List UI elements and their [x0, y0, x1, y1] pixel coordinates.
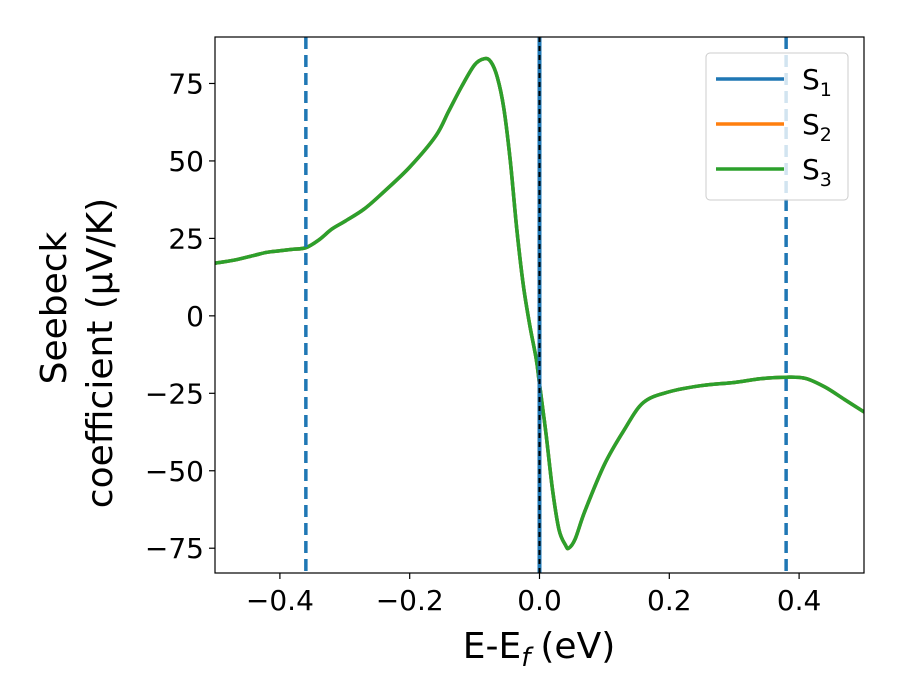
legend-label-1: S1: [802, 63, 832, 101]
y-axis-title-line1: Seebeck: [34, 231, 75, 384]
x-tick-label: −0.2: [376, 584, 444, 617]
series-line-s3: [215, 56, 864, 551]
x-tick-label: 0.4: [777, 584, 822, 617]
x-axis-title: E-Ef (eV): [463, 626, 616, 673]
y-tick-label: 25: [168, 222, 204, 255]
y-tick-label: −75: [145, 532, 204, 565]
plot-area: [215, 37, 864, 573]
legend-box: [705, 52, 849, 201]
legend-label-2: S2: [802, 108, 832, 146]
y-axis-title-line2: coefficient (μV/K): [80, 198, 121, 508]
x-axis: −0.4 −0.2 0.0 0.2 0.4: [246, 573, 821, 617]
y-tick-label: −50: [145, 455, 204, 488]
x-axis-title-sub: f: [521, 643, 534, 673]
y-tick-label: 50: [168, 145, 204, 178]
x-axis-title-unit: (eV): [540, 626, 615, 667]
x-tick-label: 0.0: [517, 584, 562, 617]
legend: S1 S2 S3: [705, 52, 849, 201]
y-axis: 75 50 25 0 −25 −50 −75: [145, 67, 215, 565]
x-tick-label: 0.2: [647, 584, 692, 617]
y-tick-label: 0: [186, 300, 204, 333]
legend-label-3: S3: [802, 153, 832, 191]
x-tick-label: −0.4: [246, 584, 314, 617]
y-tick-label: −25: [145, 377, 204, 410]
y-tick-label: 75: [168, 67, 204, 100]
x-axis-title-main: E-E: [463, 626, 521, 667]
